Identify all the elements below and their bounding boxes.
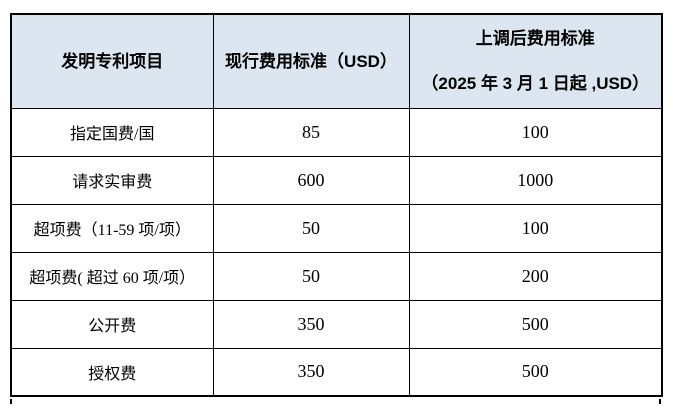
header-row: 发明专利项目 现行费用标准（USD） 上调后费用标准 （2025 年 3 月 1… xyxy=(10,13,663,109)
row-item-label: 指定国费/国 xyxy=(10,107,214,157)
row-item-label: 超项费( 超过 60 项/项） xyxy=(10,251,214,301)
row-current-fee: 50 xyxy=(212,203,410,253)
table-row: 授权费 350 500 xyxy=(10,347,663,397)
row-current-fee: 350 xyxy=(212,347,410,397)
table-row: 超项费( 超过 60 项/项） 50 200 xyxy=(10,251,663,301)
table-row: 请求实审费 600 1000 xyxy=(10,155,663,205)
table-border-stub-right xyxy=(659,399,661,404)
header-new-fee-label-line2: （2025 年 3 月 1 日起 ,USD） xyxy=(421,74,650,94)
row-item-label: 超项费（11-59 项/项） xyxy=(10,203,214,253)
header-cell-new-fee: 上调后费用标准 （2025 年 3 月 1 日起 ,USD） xyxy=(408,13,663,109)
row-new-fee: 1000 xyxy=(408,155,663,205)
row-new-fee: 200 xyxy=(408,251,663,301)
table-row: 指定国费/国 85 100 xyxy=(10,107,663,157)
row-item-label: 请求实审费 xyxy=(10,155,214,205)
patent-fee-table: 发明专利项目 现行费用标准（USD） 上调后费用标准 （2025 年 3 月 1… xyxy=(10,13,663,397)
header-new-fee-label-line1: 上调后费用标准 xyxy=(475,29,595,48)
header-item-label: 发明专利项目 xyxy=(61,51,164,71)
row-item-label: 授权费 xyxy=(10,347,214,397)
row-current-fee: 85 xyxy=(212,107,410,157)
table-border-stub-left xyxy=(10,399,12,404)
table-row: 公开费 350 500 xyxy=(10,299,663,349)
row-new-fee: 500 xyxy=(408,347,663,397)
row-current-fee: 50 xyxy=(212,251,410,301)
row-current-fee: 600 xyxy=(212,155,410,205)
row-item-label: 公开费 xyxy=(10,299,214,349)
row-new-fee: 500 xyxy=(408,299,663,349)
row-new-fee: 100 xyxy=(408,107,663,157)
header-cell-item: 发明专利项目 xyxy=(10,13,214,109)
header-current-fee-label: 现行费用标准（USD） xyxy=(225,51,397,71)
table-row: 超项费（11-59 项/项） 50 100 xyxy=(10,203,663,253)
header-cell-current-fee: 现行费用标准（USD） xyxy=(212,13,410,109)
row-current-fee: 350 xyxy=(212,299,410,349)
row-new-fee: 100 xyxy=(408,203,663,253)
